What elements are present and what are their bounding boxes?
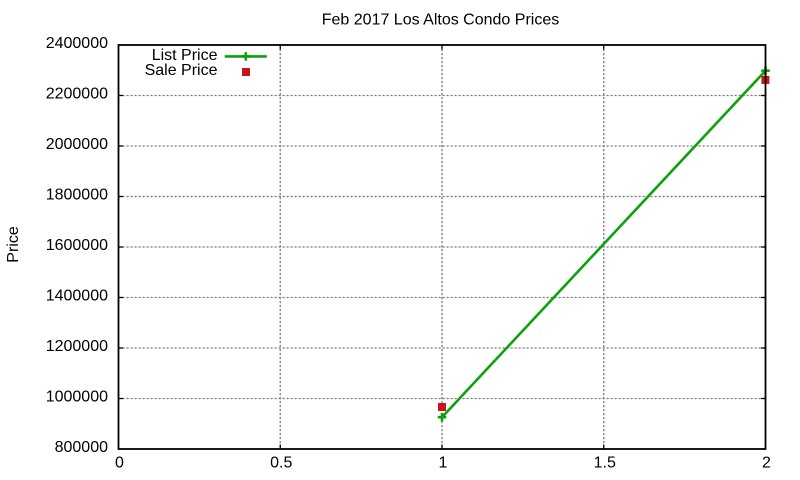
svg-text:1: 1 (439, 455, 448, 472)
svg-text:1800000: 1800000 (46, 187, 108, 204)
svg-text:2000000: 2000000 (46, 136, 108, 153)
svg-text:Feb 2017 Los Altos Condo Price: Feb 2017 Los Altos Condo Prices (322, 12, 559, 29)
svg-text:2: 2 (762, 455, 771, 472)
svg-text:1200000: 1200000 (46, 338, 108, 355)
svg-text:0: 0 (115, 455, 124, 472)
svg-text:0.5: 0.5 (270, 455, 292, 472)
svg-text:Price: Price (5, 226, 22, 263)
svg-text:1000000: 1000000 (46, 389, 108, 406)
svg-text:1400000: 1400000 (46, 288, 108, 305)
svg-text:2400000: 2400000 (46, 35, 108, 52)
svg-text:2200000: 2200000 (46, 86, 108, 103)
svg-text:1600000: 1600000 (46, 237, 108, 254)
svg-text:List Price: List Price (152, 47, 218, 64)
svg-text:800000: 800000 (55, 439, 108, 456)
svg-text:1.5: 1.5 (594, 455, 616, 472)
svg-text:Sale Price: Sale Price (145, 62, 218, 79)
